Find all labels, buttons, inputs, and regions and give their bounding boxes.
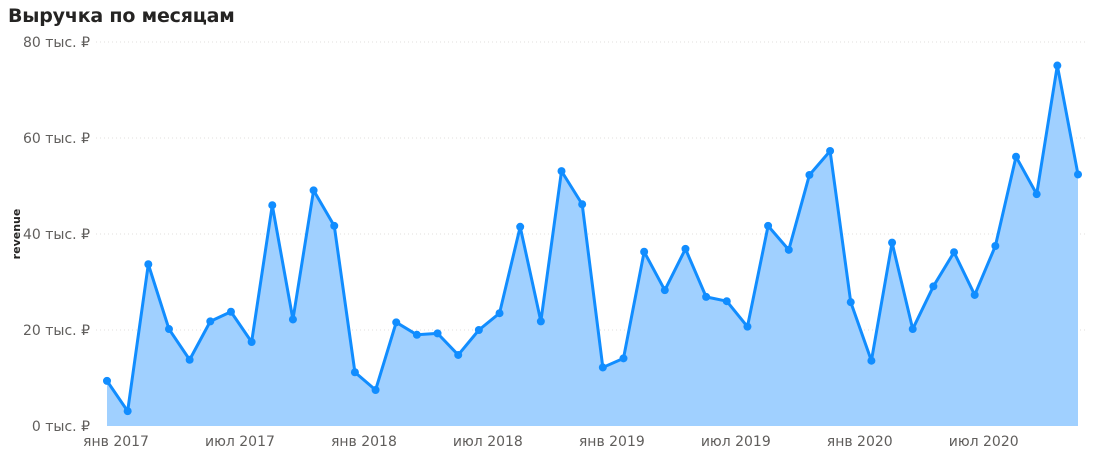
data-point bbox=[454, 351, 462, 359]
data-point bbox=[206, 317, 214, 325]
data-point bbox=[330, 222, 338, 230]
data-point bbox=[888, 239, 896, 247]
data-point bbox=[1012, 153, 1020, 161]
x-tick-label: июл 2018 bbox=[453, 434, 523, 450]
data-point bbox=[165, 325, 173, 333]
data-point bbox=[496, 309, 504, 317]
data-point bbox=[516, 223, 524, 231]
data-point bbox=[847, 298, 855, 306]
data-point bbox=[1074, 170, 1082, 178]
data-point bbox=[909, 325, 917, 333]
data-point bbox=[743, 323, 751, 331]
data-point bbox=[186, 356, 194, 364]
y-axis-label: revenue bbox=[10, 209, 23, 260]
data-point bbox=[723, 297, 731, 305]
data-point bbox=[1033, 190, 1041, 198]
data-point bbox=[950, 248, 958, 256]
area-fill bbox=[107, 66, 1078, 426]
y-tick-label: 20 тыс. ₽ bbox=[23, 323, 90, 339]
data-point bbox=[619, 354, 627, 362]
y-tick-label: 80 тыс. ₽ bbox=[23, 35, 90, 51]
data-point bbox=[599, 363, 607, 371]
y-tick-label: 60 тыс. ₽ bbox=[23, 131, 90, 147]
data-point bbox=[785, 246, 793, 254]
data-point bbox=[578, 200, 586, 208]
data-point bbox=[681, 245, 689, 253]
data-point bbox=[805, 171, 813, 179]
data-point bbox=[929, 282, 937, 290]
data-point bbox=[372, 386, 380, 394]
data-point bbox=[640, 248, 648, 256]
x-tick-label: янв 2020 bbox=[827, 434, 893, 450]
x-tick-label: янв 2019 bbox=[579, 434, 645, 450]
data-point bbox=[392, 318, 400, 326]
x-tick-label: июл 2020 bbox=[949, 434, 1019, 450]
x-tick-label: янв 2018 bbox=[331, 434, 397, 450]
data-point bbox=[702, 293, 710, 301]
data-point bbox=[144, 260, 152, 268]
data-point bbox=[826, 147, 834, 155]
data-point bbox=[558, 167, 566, 175]
data-point bbox=[351, 368, 359, 376]
data-point bbox=[475, 326, 483, 334]
data-point bbox=[248, 338, 256, 346]
data-point bbox=[764, 222, 772, 230]
data-point bbox=[310, 186, 318, 194]
data-point bbox=[227, 308, 235, 316]
y-tick-label: 0 тыс. ₽ bbox=[32, 419, 90, 435]
data-point bbox=[971, 291, 979, 299]
data-point bbox=[413, 331, 421, 339]
data-point bbox=[867, 357, 875, 365]
x-tick-label: июл 2019 bbox=[701, 434, 771, 450]
data-point bbox=[661, 286, 669, 294]
x-tick-label: июл 2017 bbox=[205, 434, 275, 450]
y-tick-label: 40 тыс. ₽ bbox=[23, 227, 90, 243]
data-point bbox=[289, 315, 297, 323]
data-point bbox=[124, 407, 132, 415]
data-point bbox=[1053, 62, 1061, 70]
data-point bbox=[103, 377, 111, 385]
data-point bbox=[434, 329, 442, 337]
data-point bbox=[537, 317, 545, 325]
data-point bbox=[991, 242, 999, 250]
data-point bbox=[268, 201, 276, 209]
x-tick-label: янв 2017 bbox=[83, 434, 149, 450]
